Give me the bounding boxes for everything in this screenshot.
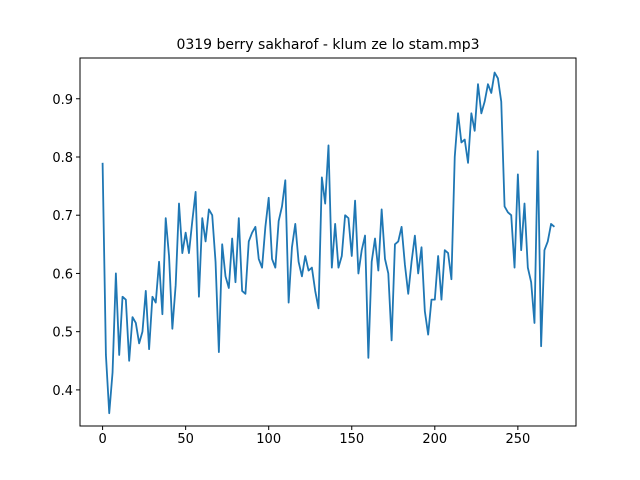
plot-frame (79, 57, 577, 427)
x-tick-label: 100 (256, 432, 281, 447)
y-tick-label: 0.4 (52, 384, 73, 399)
data-line (101, 71, 555, 415)
y-tick-label: 0.8 (52, 151, 73, 166)
chart-title: 0319 berry sakharof - klum ze lo stam.mp… (176, 37, 479, 53)
y-tick-label: 0.6 (52, 267, 73, 282)
x-tick-label: 200 (422, 432, 447, 447)
x-tick-label: 0 (98, 432, 106, 447)
y-tick-label: 0.9 (52, 93, 73, 108)
y-tick-label: 0.5 (52, 326, 73, 341)
x-tick-label: 250 (505, 432, 530, 447)
x-tick-label: 150 (339, 432, 364, 447)
x-tick-label: 50 (177, 432, 194, 447)
y-tick-label: 0.7 (52, 209, 73, 224)
